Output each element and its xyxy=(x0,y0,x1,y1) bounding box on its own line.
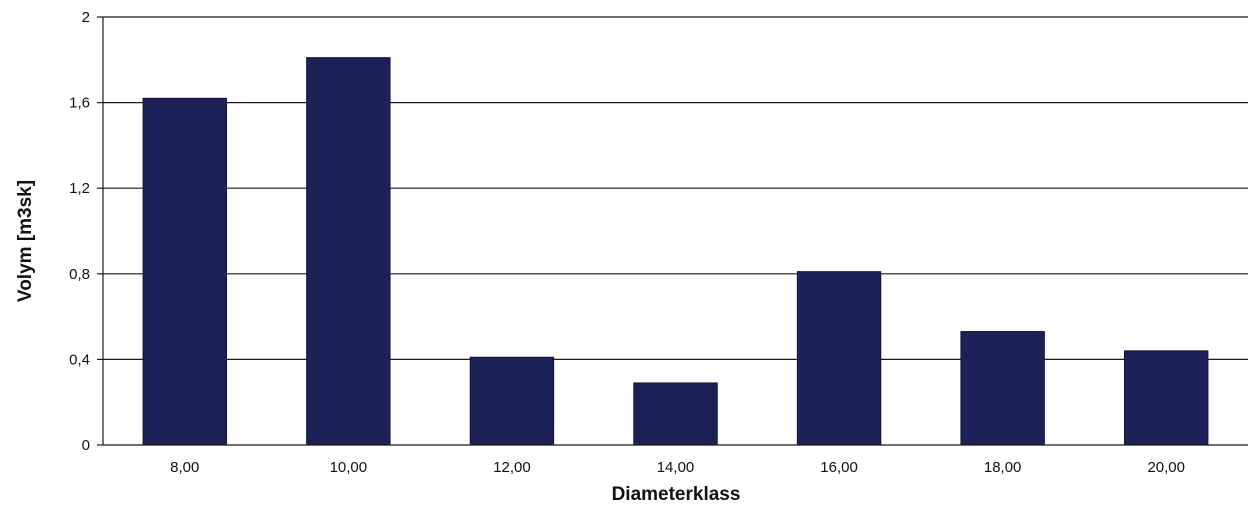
y-tick-label: 1,6 xyxy=(69,95,90,112)
y-tick-label: 0,4 xyxy=(69,351,90,368)
y-tick-label: 2 xyxy=(82,9,90,26)
x-tick-label: 10,00 xyxy=(330,459,368,476)
x-tick-label: 12,00 xyxy=(493,459,531,476)
x-tick-label: 8,00 xyxy=(170,459,199,476)
bar xyxy=(633,382,718,446)
y-tick-label: 0 xyxy=(82,437,90,454)
y-axis-ticks: 0 0,4 0,8 1,2 1,6 2 xyxy=(69,9,103,454)
x-axis-ticks: 8,00 10,00 12,00 14,00 16,00 18,00 20,00 xyxy=(170,459,1185,476)
bar xyxy=(1124,350,1209,446)
bar xyxy=(142,97,227,446)
gridlines xyxy=(103,16,1248,360)
y-tick-label: 0,8 xyxy=(69,266,90,283)
bar xyxy=(960,331,1045,446)
y-axis-title: Volym [m3sk] xyxy=(15,180,36,302)
x-tick-label: 20,00 xyxy=(1147,459,1185,476)
bar xyxy=(469,356,555,446)
y-tick-label: 1,2 xyxy=(69,180,90,197)
x-tick-label: 14,00 xyxy=(657,459,695,476)
x-axis-title: Diameterklass xyxy=(612,484,741,505)
x-tick-label: 16,00 xyxy=(820,459,858,476)
bar xyxy=(306,57,391,446)
bars xyxy=(142,57,1209,446)
bar xyxy=(796,271,882,446)
x-tick-label: 18,00 xyxy=(984,459,1022,476)
